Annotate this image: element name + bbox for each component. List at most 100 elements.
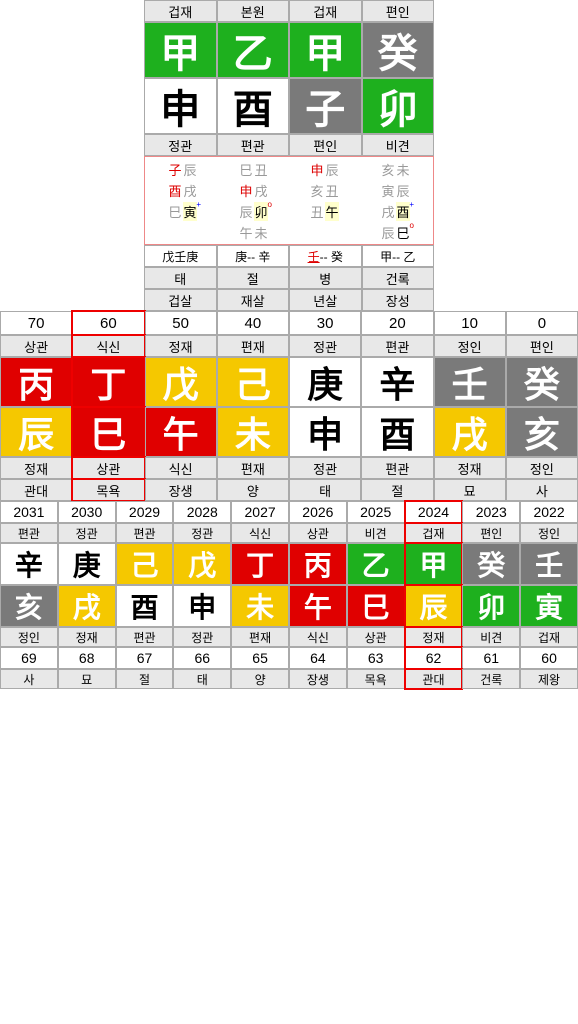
four-pillars-panel: 겁재본원겁재편인 甲乙甲癸 申酉子卯 정관편관편인비견 子辰酉戌巳寅+巳丑申戌辰… — [144, 0, 434, 311]
decade-age[interactable]: 70 — [0, 311, 72, 335]
year-number[interactable]: 2030 — [58, 501, 116, 523]
annual-luck-panel: 2031203020292028202720262025202420232022… — [0, 501, 578, 689]
decade-age[interactable]: 0 — [506, 311, 578, 335]
pillar-subheader: 편관 — [217, 134, 290, 156]
year-age: 67 — [116, 647, 174, 669]
year-label: 편인 — [462, 523, 520, 543]
decade-stem[interactable]: 壬 — [434, 357, 506, 407]
decade-age[interactable]: 30 — [289, 311, 361, 335]
year-branch[interactable]: 寅 — [520, 585, 578, 627]
year-stem[interactable]: 甲 — [405, 543, 463, 585]
decade-label: 편관 — [361, 335, 433, 357]
earthly-branch: 申 — [144, 78, 217, 134]
pillar-subheader: 정관 — [144, 134, 217, 156]
year-label: 상관 — [289, 523, 347, 543]
year-stage: 사 — [0, 669, 58, 689]
twelve-stage: 절 — [217, 267, 290, 289]
year-stage: 장생 — [289, 669, 347, 689]
year-stage: 건록 — [462, 669, 520, 689]
year-branch[interactable]: 巳 — [347, 585, 405, 627]
decade-stage: 장생 — [145, 479, 217, 501]
decade-branch[interactable]: 辰 — [0, 407, 72, 457]
year-number[interactable]: 2024 — [405, 501, 463, 523]
year-stem[interactable]: 壬 — [520, 543, 578, 585]
shensha: 장성 — [362, 289, 435, 311]
year-number[interactable]: 2027 — [231, 501, 289, 523]
shensha: 년살 — [289, 289, 362, 311]
pillar-header: 겁재 — [144, 0, 217, 22]
decade-label2: 편관 — [361, 457, 433, 479]
year-stem[interactable]: 己 — [116, 543, 174, 585]
decade-branch[interactable]: 亥 — [506, 407, 578, 457]
year-stem[interactable]: 乙 — [347, 543, 405, 585]
year-number[interactable]: 2025 — [347, 501, 405, 523]
decade-label: 편인 — [506, 335, 578, 357]
year-stage: 목욕 — [347, 669, 405, 689]
decade-age[interactable]: 10 — [434, 311, 506, 335]
year-number[interactable]: 2031 — [0, 501, 58, 523]
year-number[interactable]: 2026 — [289, 501, 347, 523]
year-age: 64 — [289, 647, 347, 669]
year-number[interactable]: 2029 — [116, 501, 174, 523]
hidden-stems: 庚-- 辛 — [217, 245, 290, 267]
year-branch[interactable]: 申 — [173, 585, 231, 627]
decade-stem[interactable]: 丁 — [72, 357, 144, 407]
year-stage: 양 — [231, 669, 289, 689]
decade-age[interactable]: 60 — [72, 311, 144, 335]
decade-label2: 정재 — [0, 457, 72, 479]
year-stem[interactable]: 癸 — [462, 543, 520, 585]
decade-stem[interactable]: 丙 — [0, 357, 72, 407]
decade-branch[interactable]: 戌 — [434, 407, 506, 457]
decade-stage: 양 — [217, 479, 289, 501]
year-number[interactable]: 2028 — [173, 501, 231, 523]
year-label: 정관 — [173, 523, 231, 543]
year-stem[interactable]: 丁 — [231, 543, 289, 585]
year-branch[interactable]: 卯 — [462, 585, 520, 627]
year-branch[interactable]: 辰 — [405, 585, 463, 627]
pillar-header: 본원 — [217, 0, 290, 22]
year-branch[interactable]: 戌 — [58, 585, 116, 627]
year-label2: 정관 — [173, 627, 231, 647]
decade-stem[interactable]: 辛 — [361, 357, 433, 407]
year-number[interactable]: 2022 — [520, 501, 578, 523]
year-stem[interactable]: 辛 — [0, 543, 58, 585]
decade-stage: 목욕 — [72, 479, 144, 501]
year-stem[interactable]: 戊 — [173, 543, 231, 585]
hidden-stems: 戊壬庚 — [144, 245, 217, 267]
year-branch[interactable]: 午 — [289, 585, 347, 627]
decade-branch[interactable]: 申 — [289, 407, 361, 457]
decade-stem[interactable]: 癸 — [506, 357, 578, 407]
decade-age[interactable]: 20 — [361, 311, 433, 335]
decade-stage: 사 — [506, 479, 578, 501]
decade-branch[interactable]: 未 — [217, 407, 289, 457]
decade-branch[interactable]: 午 — [145, 407, 217, 457]
twelve-stage: 건록 — [362, 267, 435, 289]
year-stem[interactable]: 丙 — [289, 543, 347, 585]
earthly-branch: 卯 — [362, 78, 435, 134]
decade-stem[interactable]: 戊 — [145, 357, 217, 407]
twelve-stage: 태 — [144, 267, 217, 289]
decade-stage: 관대 — [0, 479, 72, 501]
decade-branch[interactable]: 巳 — [72, 407, 144, 457]
year-number[interactable]: 2023 — [462, 501, 520, 523]
year-stem[interactable]: 庚 — [58, 543, 116, 585]
heavenly-stem: 甲 — [144, 22, 217, 78]
decade-label2: 정인 — [506, 457, 578, 479]
year-branch[interactable]: 酉 — [116, 585, 174, 627]
decade-stem[interactable]: 庚 — [289, 357, 361, 407]
year-branch[interactable]: 未 — [231, 585, 289, 627]
decade-stem[interactable]: 己 — [217, 357, 289, 407]
year-label2: 정재 — [58, 627, 116, 647]
year-branch[interactable]: 亥 — [0, 585, 58, 627]
year-stage: 제왕 — [520, 669, 578, 689]
year-label: 식신 — [231, 523, 289, 543]
decade-branch[interactable]: 酉 — [361, 407, 433, 457]
year-stage: 절 — [116, 669, 174, 689]
hidden-stems: 甲-- 乙 — [362, 245, 435, 267]
decade-age[interactable]: 40 — [217, 311, 289, 335]
pillar-header: 겁재 — [289, 0, 362, 22]
decade-label: 상관 — [0, 335, 72, 357]
year-age: 69 — [0, 647, 58, 669]
decade-age[interactable]: 50 — [145, 311, 217, 335]
twelve-stage: 병 — [289, 267, 362, 289]
